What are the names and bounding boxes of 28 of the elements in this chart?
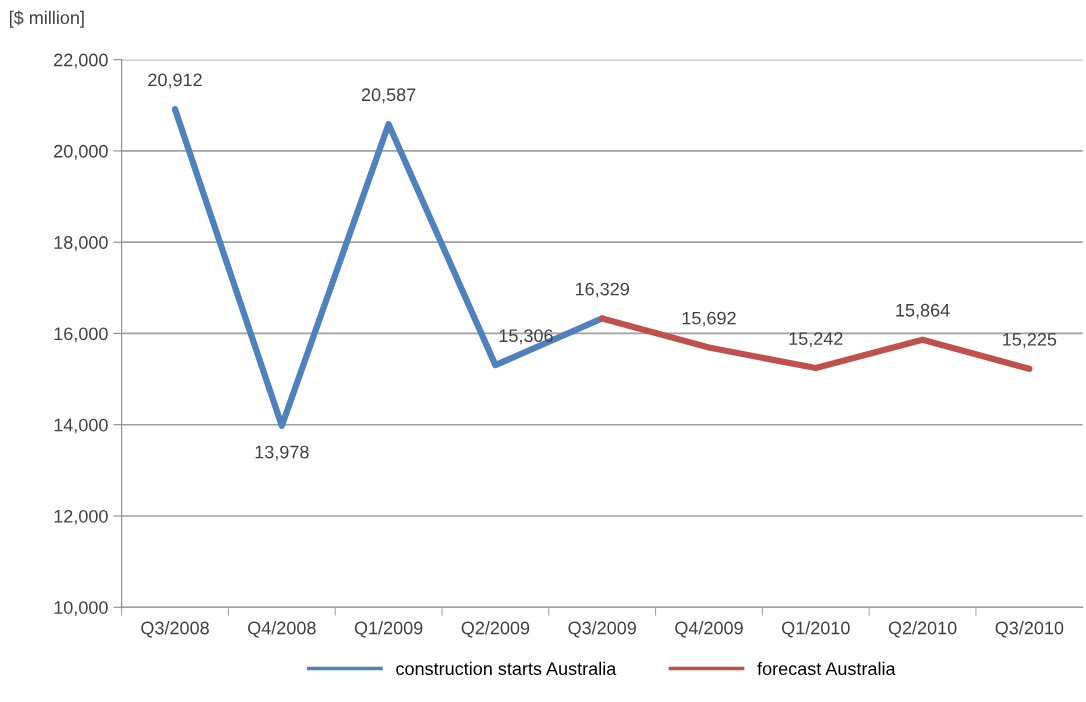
x-tick-label: Q1/2009	[354, 621, 423, 638]
x-tick-label: Q2/2010	[888, 621, 957, 638]
legend-label: forecast Australia	[757, 661, 896, 676]
x-tick-label: Q4/2008	[248, 621, 316, 638]
data-label: 16,329	[575, 282, 629, 298]
y-tick-label: 20,000	[54, 144, 108, 160]
data-label: 15,306	[499, 329, 553, 345]
y-tick-label: 18,000	[54, 236, 108, 252]
data-label: 15,225	[1003, 333, 1057, 348]
y-tick-label: 12,000	[54, 509, 108, 525]
data-label: 15,864	[896, 303, 950, 319]
x-tick-label: Q3/2010	[995, 621, 1064, 638]
data-label: 20,587	[361, 88, 416, 104]
x-tick-label: Q1/2010	[781, 621, 850, 638]
x-tick-label: Q4/2009	[675, 621, 743, 638]
legend-label: construction starts Australia	[396, 661, 617, 676]
data-label: 15,242	[789, 332, 843, 348]
data-label: 20,912	[148, 73, 202, 89]
x-tick-label: Q3/2008	[141, 621, 209, 638]
y-tick-label: 22,000	[54, 53, 108, 69]
x-tick-label: Q3/2009	[568, 621, 636, 638]
y-axis-title: [$ million]	[9, 10, 84, 28]
data-label: 15,692	[682, 311, 736, 327]
y-tick-label: 16,000	[54, 327, 108, 343]
y-tick-label: 14,000	[54, 418, 108, 434]
y-tick-label: 10,000	[54, 601, 108, 617]
data-label: 13,978	[255, 445, 309, 461]
x-tick-label: Q2/2009	[461, 621, 530, 638]
